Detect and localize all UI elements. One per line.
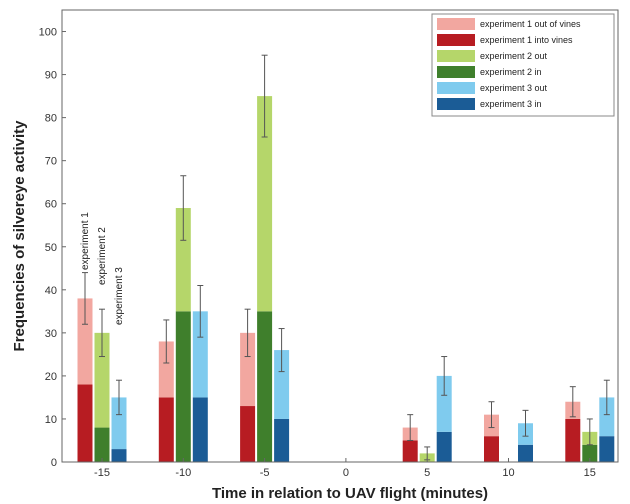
bar-experiment-1-into-vines--15 [77,384,93,462]
legend-swatch [437,82,475,94]
bar-experiment-2-in--15 [94,427,110,462]
bar-experiment-2-out--15 [94,332,110,428]
bar-experiment-1-into-vines-10 [484,436,499,462]
axes-layer: 0 10 20 30 40 50 60 70 80 90 100 -15 -10 -5 0 5 10 15 [39,9,619,479]
bar-experiment-2-in-15 [582,444,598,462]
legend-swatch [437,34,475,46]
plot-frame [61,9,619,463]
bar-experiment-3-in--10 [192,397,208,462]
legend-swatch [437,98,475,110]
legend-label: experiment 3 in [480,99,542,109]
x-tick-label: -15 [94,467,110,479]
annotation-experiment-2: experiment 2 [97,227,108,285]
bar-experiment-2-in--5 [257,311,273,462]
bar-experiment-1-out-of-vines--15 [77,298,93,385]
bar-experiment-1-into-vines--5 [240,406,256,462]
y-tick-label: 10 [45,414,57,426]
bar-experiment-1-out-of-vines--10 [158,341,174,398]
x-tick-label: 0 [343,467,349,479]
x-tick-label: -10 [175,467,191,479]
bar-experiment-3-in-15 [599,436,615,462]
y-tick-label: 40 [45,285,57,297]
y-tick-label: 80 [45,113,57,125]
bar-experiment-1-out-of-vines--5 [240,332,256,407]
bar-experiment-1-into-vines--10 [158,397,174,462]
y-tick-label: 60 [45,199,57,211]
legend-label: experiment 2 in [480,67,542,77]
bars-layer [77,96,615,462]
bar-experiment-3-out--15 [111,397,127,450]
legend-label: experiment 1 into vines [480,35,573,45]
annotation-experiment-3: experiment 3 [114,267,125,325]
y-axis-label: Frequencies of silvereye activity [11,120,28,352]
legend-label: experiment 2 out [480,51,548,61]
legend-swatch [437,66,475,78]
bar-experiment-3-in-10 [518,444,533,462]
legend-label: experiment 1 out of vines [480,19,581,29]
error-bars-layer [82,54,610,461]
bar-experiment-1-into-vines-5 [402,440,418,462]
annotation-experiment-1: experiment 1 [80,212,91,270]
y-tick-label: 30 [45,328,57,340]
x-tick-label: 5 [424,467,430,479]
bar-experiment-3-out-15 [599,397,615,437]
annotations-layer: experiment 1 experiment 2 experiment 3 [80,212,125,325]
y-tick-label: 0 [51,457,57,469]
y-tick-label: 20 [45,371,57,383]
x-axis-label: Time in relation to UAV flight (minutes) [212,485,488,502]
bar-experiment-3-in--5 [274,418,290,462]
bar-experiment-3-in--15 [111,449,127,462]
x-tick-label: -5 [260,467,270,479]
y-tick-label: 70 [45,156,57,168]
bar-experiment-3-in-5 [436,431,452,462]
bar-experiment-2-in--10 [175,311,191,462]
bar-experiment-2-out--5 [257,96,273,312]
y-tick-label: 100 [39,27,57,39]
bar-experiment-2-out--10 [175,208,191,312]
x-tick-label: 10 [502,467,514,479]
y-tick-label: 50 [45,242,57,254]
y-tick-label: 90 [45,70,57,82]
legend-swatch [437,18,475,30]
bar-experiment-3-out--5 [274,350,290,419]
bar-experiment-1-into-vines-15 [565,418,581,462]
bar-experiment-3-out--10 [192,311,208,398]
legend-label: experiment 3 out [480,83,548,93]
legend-swatch [437,50,475,62]
x-tick-label: 15 [584,467,596,479]
legend: experiment 1 out of vines experiment 1 in… [431,13,615,117]
bar-experiment-3-out-5 [436,375,452,432]
